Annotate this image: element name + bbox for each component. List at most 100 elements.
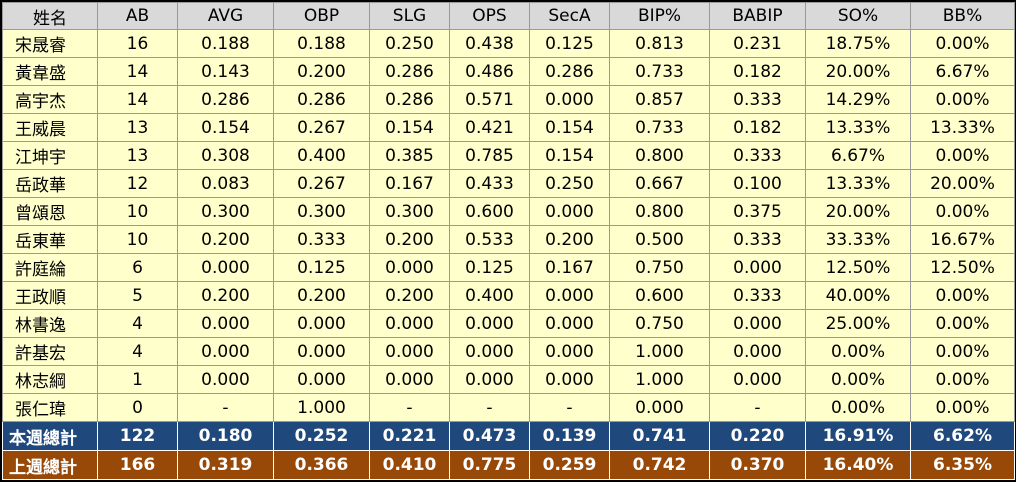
stat-cell-obp: 0.200 [273, 281, 370, 310]
table-row: 宋晟睿 16 0.188 0.188 0.250 0.438 0.125 0.813 0.231… [2, 29, 1015, 58]
stat-cell-slg: 0.300 [369, 197, 450, 226]
player-name-cell: 許基宏 [2, 337, 98, 366]
column-header-avg: AVG [177, 2, 274, 30]
total-cell-bb: 6.35% [910, 450, 1015, 480]
stat-cell-ab: 14 [97, 57, 178, 86]
stat-cell-bb: 6.67% [910, 57, 1015, 86]
stat-cell-obp: 0.000 [273, 337, 370, 366]
table-row: 林志綱 1 0.000 0.000 0.000 0.000 0.000 1.000 0.000 0… [2, 365, 1015, 394]
table-row: 岳東華 10 0.200 0.333 0.200 0.533 0.200 0.500 0.333… [2, 225, 1015, 254]
stat-cell-bb: 0.00% [910, 337, 1015, 366]
player-name-cell: 曾頌恩 [2, 197, 98, 226]
stat-cell-seca: 0.154 [529, 113, 610, 142]
stat-cell-so: 6.67% [805, 141, 911, 170]
column-header-obp: OBP [273, 2, 370, 30]
stat-cell-bip: 0.733 [609, 57, 710, 86]
total-cell-obp: 0.252 [273, 421, 370, 451]
stat-cell-slg: - [369, 393, 450, 422]
stat-cell-ops: - [449, 393, 530, 422]
table-row: 王政順 5 0.200 0.200 0.200 0.400 0.000 0.600 0.333 4… [2, 281, 1015, 310]
stat-cell-seca: 0.125 [529, 29, 610, 58]
stat-cell-avg: 0.308 [177, 141, 274, 170]
stat-cell-ops: 0.571 [449, 85, 530, 114]
table-row: 張仁瑋 0-1.000- - -0.000-0.00% 0.00% [2, 393, 1015, 422]
stat-cell-ab: 0 [97, 393, 178, 422]
stat-cell-bb: 0.00% [910, 197, 1015, 226]
player-name-cell: 宋晟睿 [2, 29, 98, 58]
stat-cell-babip: 0.375 [709, 197, 806, 226]
total-cell-slg: 0.221 [369, 421, 450, 451]
column-header-name: 姓名 [2, 2, 98, 30]
stat-cell-avg: 0.200 [177, 281, 274, 310]
stat-cell-bb: 0.00% [910, 365, 1015, 394]
stat-cell-ops: 0.400 [449, 281, 530, 310]
stat-cell-bip: 1.000 [609, 365, 710, 394]
stat-cell-bb: 0.00% [910, 281, 1015, 310]
stat-cell-babip: 0.000 [709, 365, 806, 394]
stat-cell-ab: 14 [97, 85, 178, 114]
stat-cell-seca: 0.000 [529, 309, 610, 338]
stat-cell-ops: 0.438 [449, 29, 530, 58]
stat-cell-slg: 0.250 [369, 29, 450, 58]
stat-cell-obp: 0.333 [273, 225, 370, 254]
stat-cell-seca: 0.000 [529, 281, 610, 310]
total-cell-so: 16.40% [805, 450, 911, 480]
stat-cell-ops: 0.533 [449, 225, 530, 254]
column-header-ab: AB [97, 2, 178, 30]
stat-cell-babip: 0.333 [709, 281, 806, 310]
stat-cell-obp: 0.188 [273, 29, 370, 58]
table-row: 許庭綸 6 0.000 0.125 0.000 0.125 0.167 0.750 0.000 1… [2, 253, 1015, 282]
stat-cell-so: 0.00% [805, 365, 911, 394]
stat-cell-bb: 0.00% [910, 141, 1015, 170]
stat-cell-ops: 0.486 [449, 57, 530, 86]
column-header-slg: SLG [369, 2, 450, 30]
stat-cell-ops: 0.000 [449, 309, 530, 338]
total-cell-ops: 0.473 [449, 421, 530, 451]
stat-cell-bip: 0.750 [609, 253, 710, 282]
stat-cell-avg: 0.000 [177, 365, 274, 394]
stat-cell-bip: 0.857 [609, 85, 710, 114]
stat-cell-so: 25.00% [805, 309, 911, 338]
stat-cell-avg: 0.300 [177, 197, 274, 226]
stat-cell-ab: 13 [97, 141, 178, 170]
stat-cell-babip: 0.000 [709, 253, 806, 282]
stat-cell-ab: 16 [97, 29, 178, 58]
stat-cell-so: 33.33% [805, 225, 911, 254]
stat-cell-ab: 6 [97, 253, 178, 282]
stat-cell-avg: 0.286 [177, 85, 274, 114]
stat-cell-avg: 0.200 [177, 225, 274, 254]
stat-cell-obp: 0.000 [273, 309, 370, 338]
stat-cell-obp: 0.267 [273, 169, 370, 198]
header-row: 姓名 AB AVG OBP SLG OPS SecA BIP% BABIP SO% BB% [2, 2, 1015, 30]
column-header-seca: SecA [529, 2, 610, 30]
stat-cell-obp: 0.267 [273, 113, 370, 142]
stat-cell-slg: 0.000 [369, 337, 450, 366]
stat-cell-seca: - [529, 393, 610, 422]
player-name-cell: 高宇杰 [2, 85, 98, 114]
player-name-cell: 岳政華 [2, 169, 98, 198]
stat-cell-babip: 0.333 [709, 85, 806, 114]
stat-cell-so: 14.29% [805, 85, 911, 114]
stat-cell-seca: 0.167 [529, 253, 610, 282]
stat-cell-ops: 0.000 [449, 365, 530, 394]
total-cell-bb: 6.62% [910, 421, 1015, 451]
stat-cell-slg: 0.154 [369, 113, 450, 142]
stat-cell-so: 40.00% [805, 281, 911, 310]
stat-cell-ops: 0.421 [449, 113, 530, 142]
stat-cell-so: 13.33% [805, 169, 911, 198]
column-header-bip: BIP% [609, 2, 710, 30]
stat-cell-bip: 0.667 [609, 169, 710, 198]
table-row: 黃韋盛 14 0.143 0.200 0.286 0.486 0.286 0.733 0.182… [2, 57, 1015, 86]
stat-cell-avg: 0.000 [177, 253, 274, 282]
last-week-total-row: 上週總計 166 0.319 0.366 0.410 0.775 0.259 0.742 0.3… [2, 450, 1015, 480]
stat-cell-obp: 0.200 [273, 57, 370, 86]
stat-cell-avg: 0.000 [177, 309, 274, 338]
table-row: 高宇杰 14 0.286 0.286 0.286 0.571 0.000 0.857 0.333… [2, 85, 1015, 114]
stat-cell-bb: 20.00% [910, 169, 1015, 198]
player-name-cell: 林書逸 [2, 309, 98, 338]
player-name-cell: 林志綱 [2, 365, 98, 394]
total-cell-babip: 0.220 [709, 421, 806, 451]
stat-cell-ops: 0.785 [449, 141, 530, 170]
stat-cell-babip: 0.182 [709, 57, 806, 86]
